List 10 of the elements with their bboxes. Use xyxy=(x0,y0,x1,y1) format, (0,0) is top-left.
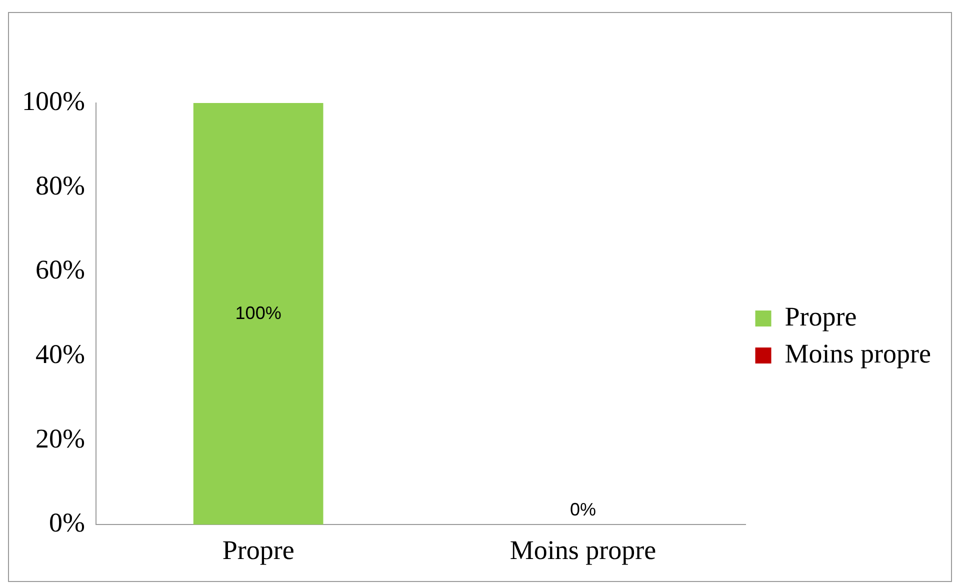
y-tick-label: 60% xyxy=(35,254,85,285)
y-tick-label: 80% xyxy=(35,170,85,200)
y-tick-label: 0% xyxy=(48,508,85,538)
y-tick-label: 100% xyxy=(22,86,85,116)
y-tick-label: 20% xyxy=(35,423,85,454)
y-tick-label: 40% xyxy=(35,339,85,370)
data-label: 100% xyxy=(235,302,282,323)
data-label: 0% xyxy=(570,500,596,520)
legend-label: Moins propre xyxy=(784,338,932,369)
legend-label: Propre xyxy=(784,302,857,332)
